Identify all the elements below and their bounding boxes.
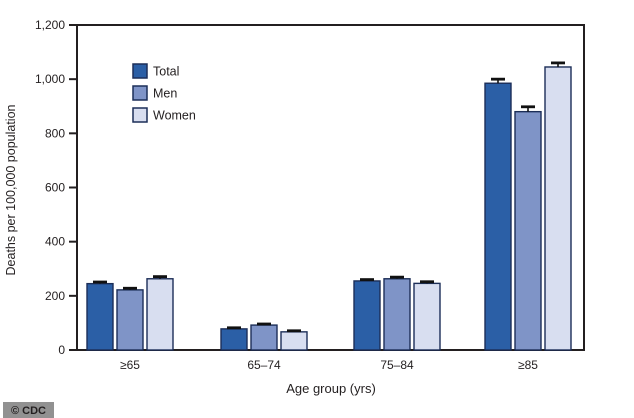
y-axis-title: Deaths per 100,000 population	[4, 104, 18, 275]
legend-swatch-women	[132, 107, 148, 123]
legend-label-women: Women	[153, 109, 196, 123]
bar-men-2	[250, 324, 278, 351]
x-tick-label: ≥85	[518, 358, 538, 372]
x-axis-title: Age group (yrs)	[286, 381, 376, 396]
x-tick-label: 75–84	[380, 358, 414, 372]
y-tick-label: 600	[45, 181, 65, 195]
bar-women-1	[146, 278, 174, 351]
y-tick-label: 400	[45, 235, 65, 249]
legend-label-men: Men	[153, 87, 177, 101]
bar-women-3	[413, 282, 441, 351]
y-tick-label: 800	[45, 126, 65, 140]
x-axis-tick-labels: ≥65 65–74 75–84 ≥85	[120, 358, 538, 372]
legend: Total Men Women	[132, 63, 196, 123]
bar-men-1	[116, 289, 144, 351]
legend-label-total: Total	[153, 65, 179, 79]
x-tick-label: ≥65	[120, 358, 140, 372]
bar-women-4	[544, 66, 572, 351]
y-tick-label: 200	[45, 289, 65, 303]
bar-total-2	[220, 328, 248, 351]
x-tick-label: 65–74	[247, 358, 281, 372]
y-axis-ticks: 0 200 400 600 800 1,000 1,200	[35, 18, 77, 357]
legend-swatch-men	[132, 85, 148, 101]
bar-men-4	[514, 110, 542, 351]
bar-groups	[86, 66, 572, 351]
legend-swatch-total	[132, 63, 148, 79]
bar-total-3	[353, 280, 381, 351]
bar-total-4	[484, 82, 512, 351]
y-tick-label: 1,200	[35, 18, 65, 32]
y-tick-label: 0	[58, 343, 65, 357]
cdc-watermark: © CDC	[3, 402, 54, 418]
cdc-watermark-background	[3, 402, 54, 418]
cdc-watermark-label: © CDC	[11, 405, 46, 417]
bar-women-2	[280, 331, 308, 351]
error-bars	[93, 61, 565, 333]
bar-men-3	[383, 278, 411, 351]
bar-total-1	[86, 282, 114, 351]
y-tick-label: 1,000	[35, 72, 65, 86]
